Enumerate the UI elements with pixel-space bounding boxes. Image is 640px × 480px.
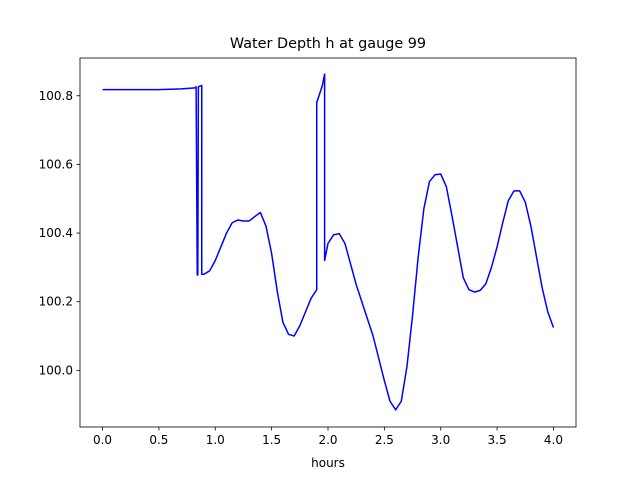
x-tick-label: 3.5 <box>488 433 507 447</box>
y-tick-label: 100.4 <box>39 226 73 240</box>
x-axis: 0.0 0.5 1.0 1.5 2.0 2.5 3.0 3.5 4.0 <box>93 427 563 447</box>
y-tick-label: 100.0 <box>39 363 73 377</box>
x-tick-label: 3.0 <box>431 433 450 447</box>
x-tick-label: 0.0 <box>93 433 112 447</box>
x-tick-label: 4.0 <box>544 433 563 447</box>
y-tick-label: 100.6 <box>39 157 73 171</box>
x-tick-label: 0.5 <box>149 433 168 447</box>
y-axis: 100.0 100.2 100.4 100.6 100.8 <box>39 89 80 377</box>
y-tick-label: 100.8 <box>39 89 73 103</box>
x-tick-label: 1.5 <box>262 433 281 447</box>
x-tick-label: 1.0 <box>206 433 225 447</box>
series-line <box>102 73 555 411</box>
x-tick-label: 2.5 <box>375 433 394 447</box>
x-tick-label: 2.0 <box>318 433 337 447</box>
x-axis-label: hours <box>311 456 345 470</box>
y-tick-label: 100.2 <box>39 295 73 309</box>
chart-title: Water Depth h at gauge 99 <box>230 36 426 52</box>
plot-area <box>102 73 555 411</box>
